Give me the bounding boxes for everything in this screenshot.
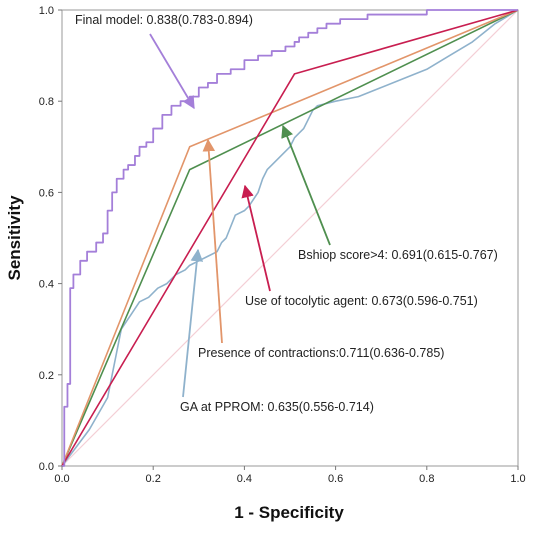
y-tick-label: 0.2 [39, 370, 54, 382]
annotation-arrow-bishop [281, 124, 331, 246]
annotation-label-contractions: Presence of contractions:0.711(0.636-0.7… [198, 346, 444, 360]
x-tick-label: 0.4 [237, 473, 252, 485]
y-tick-label: 1.0 [39, 5, 54, 17]
series-line-final [62, 9, 518, 467]
y-tick-label: 0.8 [39, 96, 54, 108]
x-tick-label: 0.2 [146, 473, 161, 485]
reference-diagonal [61, 9, 519, 467]
annotation-label-final: Final model: 0.838(0.783-0.894) [75, 13, 253, 27]
annotation-arrow-tocolytic [241, 184, 271, 292]
series-line-bishop [61, 9, 519, 467]
annotation-label-tocolytic: Use of tocolytic agent: 0.673(0.596-0.75… [245, 294, 478, 308]
annotation-label-bishop: Bshiop score>4: 0.691(0.615-0.767) [298, 248, 498, 262]
tick-layer: 0.0 0.2 0.4 0.6 0.8 1.0 0.0 0.2 0.4 0.6 0.8 1.0 [39, 5, 526, 485]
y-tick-label: 0.4 [39, 279, 54, 291]
annotation-arrow-final [149, 33, 195, 110]
annotation-layer: Final model: 0.838(0.783-0.894) Bshiop sc… [75, 13, 498, 414]
annotation-arrow-contractions [202, 138, 223, 344]
x-tick-label: 0.0 [54, 473, 69, 485]
x-tick-label: 1.0 [510, 473, 525, 485]
x-axis-title: 1 - Specificity [234, 503, 344, 522]
annotation-label-ga: GA at PPROM: 0.635(0.556-0.714) [180, 400, 374, 414]
annotation-arrow-ga [182, 248, 204, 398]
series-line-contractions [61, 9, 519, 467]
x-tick-label: 0.8 [419, 473, 434, 485]
series-line-tocolytic [61, 9, 519, 467]
series-layer [61, 9, 519, 467]
y-tick-label: 0.0 [39, 461, 54, 473]
y-axis-title: Sensitivity [5, 195, 24, 281]
x-tick-label: 0.6 [328, 473, 343, 485]
y-tick-label: 0.6 [39, 187, 54, 199]
